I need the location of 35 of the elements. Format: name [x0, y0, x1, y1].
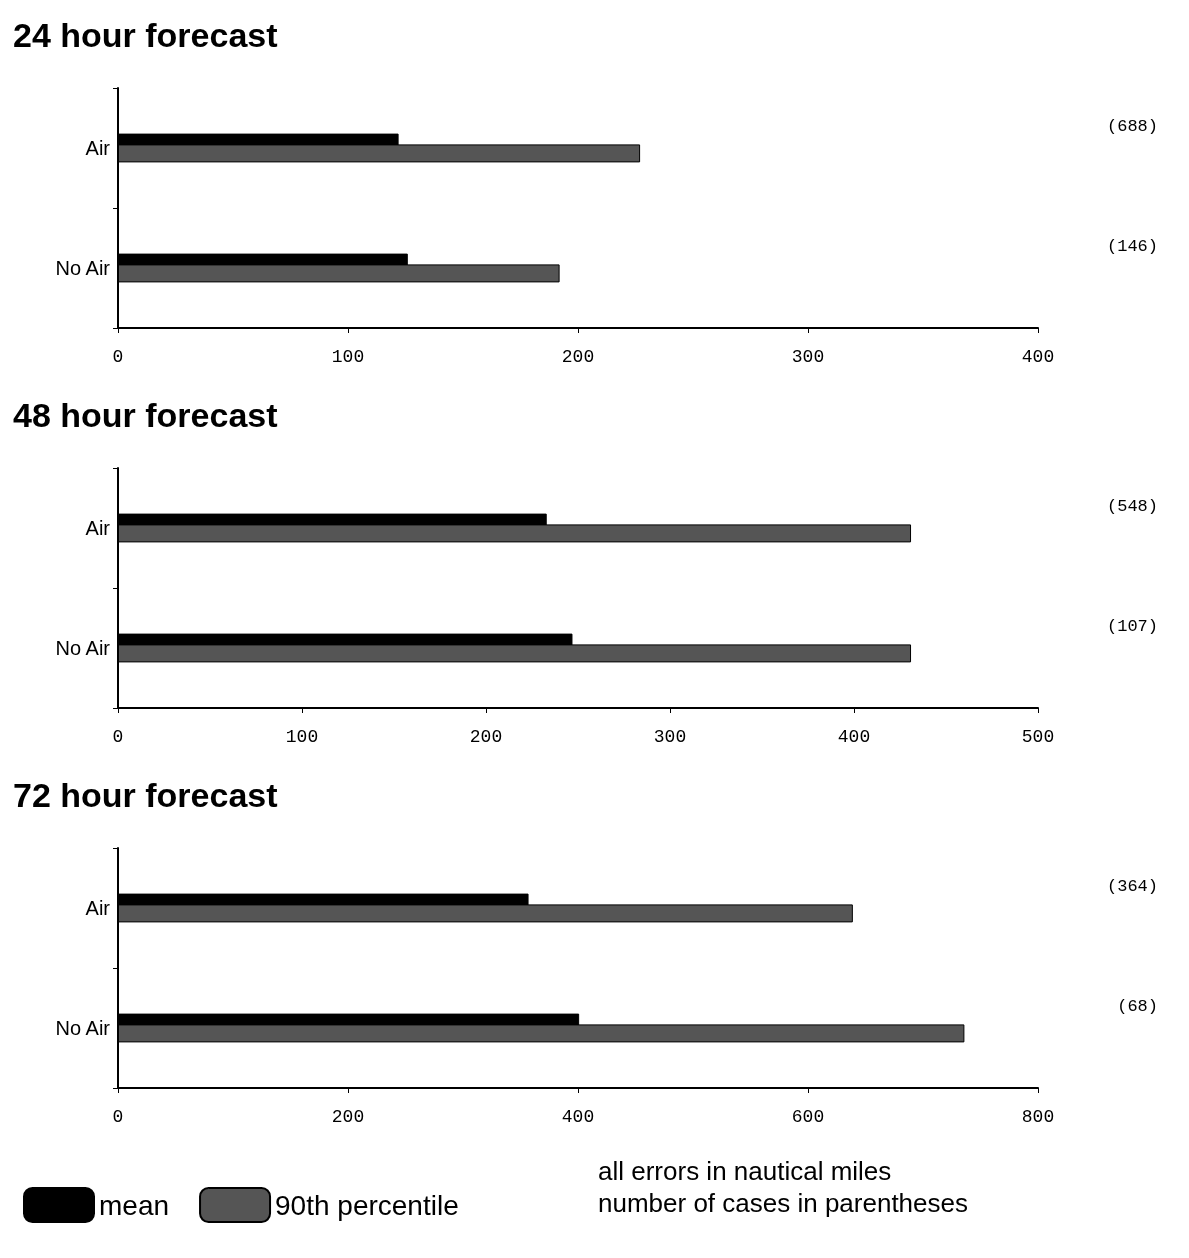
chart-title: 48 hour forecast [13, 396, 278, 434]
y-tick-label: No Air [55, 257, 111, 279]
y-tick-label: No Air [55, 1017, 111, 1039]
x-tick-label: 300 [653, 727, 687, 747]
y-tick-label: Air [85, 517, 111, 539]
x-tick-label: 800 [1021, 1107, 1055, 1127]
text: (68) [1117, 997, 1159, 1016]
text: (364) [1106, 877, 1159, 896]
x-tick-label: 600 [791, 1107, 825, 1127]
text: (688) [1106, 117, 1159, 136]
x-tick-label: 0 [112, 727, 124, 747]
chart-title: 24 hour forecast [13, 16, 278, 54]
text: all errors in nautical miles [598, 1156, 892, 1186]
x-tick-label: 400 [561, 1107, 595, 1127]
x-tick-label: 0 [112, 1107, 124, 1127]
x-tick-label: 100 [331, 347, 365, 367]
x-tick-label: 0 [112, 347, 124, 367]
legend-label: mean [99, 1189, 170, 1221]
x-tick-label: 200 [469, 727, 503, 747]
x-tick-label: 200 [331, 1107, 365, 1127]
y-tick-label: No Air [55, 637, 111, 659]
chart-title: 72 hour forecast [13, 776, 278, 814]
x-tick-label: 400 [1021, 347, 1055, 367]
text: (548) [1106, 497, 1159, 516]
text: (107) [1106, 617, 1159, 636]
y-tick-label: Air [85, 137, 111, 159]
x-tick-label: 200 [561, 347, 595, 367]
y-tick-label: Air [85, 897, 111, 919]
x-tick-label: 100 [285, 727, 319, 747]
x-tick-label: 500 [1021, 727, 1055, 747]
legend-label: 90th percentile [275, 1189, 459, 1221]
x-tick-label: 300 [791, 347, 825, 367]
text: (146) [1106, 237, 1159, 256]
text: number of cases in parentheses [598, 1188, 968, 1218]
x-tick-label: 400 [837, 727, 871, 747]
